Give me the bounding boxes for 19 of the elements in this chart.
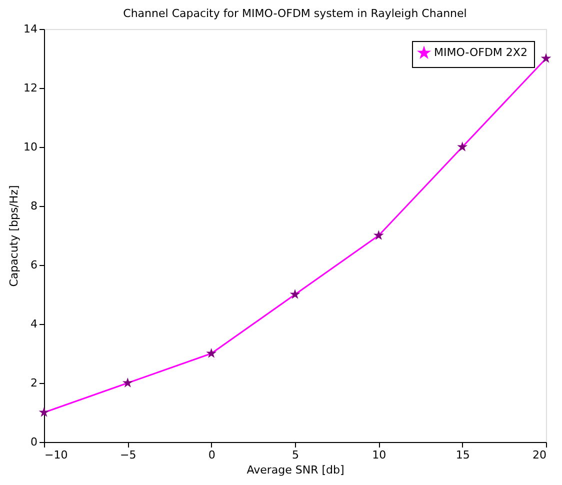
y-tick-label: 10 <box>24 140 38 154</box>
y-axis-title: Capacuty [bps/Hz] <box>8 185 21 287</box>
x-axis-title: Average SNR [db] <box>246 464 344 476</box>
y-tick-label: 0 <box>30 436 38 448</box>
x-tick-label: 15 <box>456 448 470 462</box>
chart-title: Channel Capacity for MIMO-OFDM system in Rayleigh Channel <box>123 7 467 20</box>
x-tick-label: −5 <box>120 448 136 462</box>
y-tick-label: 14 <box>24 22 38 36</box>
y-tick-label: 12 <box>24 82 38 94</box>
x-tick-label: 10 <box>372 448 386 462</box>
y-tick-label: 6 <box>30 258 38 272</box>
y-tick-label: 2 <box>30 376 38 390</box>
x-tick-label: 0 <box>208 448 216 462</box>
y-tick-label: 8 <box>30 200 38 212</box>
x-tick-label: 20 <box>532 448 546 462</box>
y-tick-label: 4 <box>30 318 38 330</box>
x-tick-label: −10 <box>44 448 68 462</box>
x-tick-label: 5 <box>292 448 299 462</box>
legend-label: MIMO-OFDM 2X2 <box>434 46 528 59</box>
